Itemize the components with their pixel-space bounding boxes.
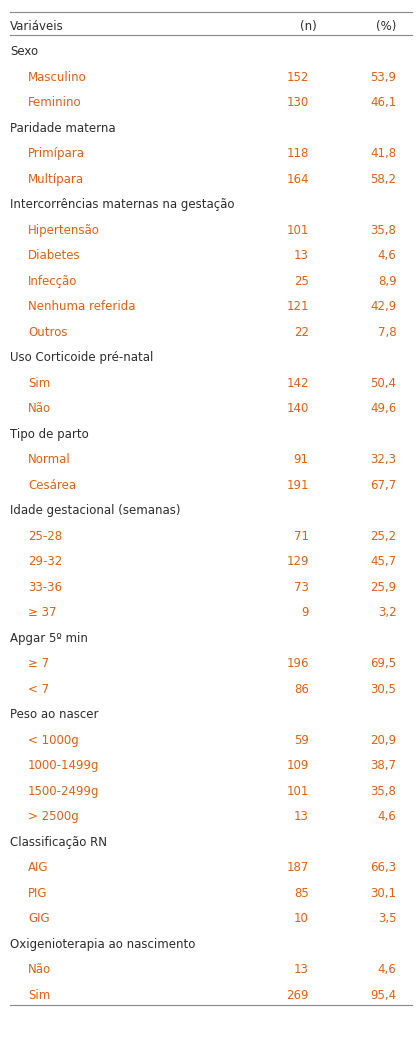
Text: 7,8: 7,8 <box>378 326 396 339</box>
Text: 10: 10 <box>294 913 309 925</box>
Text: 95,4: 95,4 <box>370 989 396 1001</box>
Text: Classificação RN: Classificação RN <box>10 836 107 849</box>
Text: 35,8: 35,8 <box>370 224 396 237</box>
Text: 9: 9 <box>301 606 309 619</box>
Text: 86: 86 <box>294 683 309 696</box>
Text: 142: 142 <box>286 377 309 390</box>
Text: 59: 59 <box>294 734 309 747</box>
Text: 1500-2499g: 1500-2499g <box>28 785 100 798</box>
Text: Uso Corticoide pré-natal: Uso Corticoide pré-natal <box>10 351 153 365</box>
Text: 29-32: 29-32 <box>28 555 62 568</box>
Text: ≥ 37: ≥ 37 <box>28 606 57 619</box>
Text: 85: 85 <box>294 887 309 900</box>
Text: 53,9: 53,9 <box>370 71 396 83</box>
Text: 152: 152 <box>286 71 309 83</box>
Text: Masculino: Masculino <box>28 71 87 83</box>
Text: Intercorrências maternas na gestação: Intercorrências maternas na gestação <box>10 198 234 212</box>
Text: Outros: Outros <box>28 326 68 339</box>
Text: 101: 101 <box>286 785 309 798</box>
Text: 42,9: 42,9 <box>370 300 396 314</box>
Text: 4,6: 4,6 <box>378 964 396 976</box>
Text: 129: 129 <box>286 555 309 568</box>
Text: 46,1: 46,1 <box>370 96 396 109</box>
Text: Diabetes: Diabetes <box>28 249 81 263</box>
Text: Multípara: Multípara <box>28 173 84 185</box>
Text: 49,6: 49,6 <box>370 402 396 416</box>
Text: < 7: < 7 <box>28 683 49 696</box>
Text: 38,7: 38,7 <box>370 760 396 772</box>
Text: 30,5: 30,5 <box>370 683 396 696</box>
Text: 3,5: 3,5 <box>378 913 396 925</box>
Text: 187: 187 <box>286 862 309 874</box>
Text: 101: 101 <box>286 224 309 237</box>
Text: 25: 25 <box>294 275 309 288</box>
Text: 32,3: 32,3 <box>370 453 396 467</box>
Text: 164: 164 <box>286 173 309 185</box>
Text: ≥ 7: ≥ 7 <box>28 658 49 670</box>
Text: Idade gestacional (semanas): Idade gestacional (semanas) <box>10 504 181 518</box>
Text: 50,4: 50,4 <box>370 377 396 390</box>
Text: Não: Não <box>28 964 51 976</box>
Text: 3,2: 3,2 <box>378 606 396 619</box>
Text: 4,6: 4,6 <box>378 811 396 823</box>
Text: Variáveis: Variáveis <box>10 20 64 33</box>
Text: 69,5: 69,5 <box>370 658 396 670</box>
Text: 13: 13 <box>294 964 309 976</box>
Text: 58,2: 58,2 <box>370 173 396 185</box>
Text: 109: 109 <box>286 760 309 772</box>
Text: (%): (%) <box>376 20 396 33</box>
Text: 4,6: 4,6 <box>378 249 396 263</box>
Text: 91: 91 <box>294 453 309 467</box>
Text: 8,9: 8,9 <box>378 275 396 288</box>
Text: Peso ao nascer: Peso ao nascer <box>10 709 99 721</box>
Text: 25,9: 25,9 <box>370 580 396 594</box>
Text: Apgar 5º min: Apgar 5º min <box>10 631 88 645</box>
Text: 1000-1499g: 1000-1499g <box>28 760 100 772</box>
Text: 20,9: 20,9 <box>370 734 396 747</box>
Text: 130: 130 <box>286 96 309 109</box>
Text: Feminino: Feminino <box>28 96 81 109</box>
Text: 140: 140 <box>286 402 309 416</box>
Text: 269: 269 <box>286 989 309 1001</box>
Text: Sim: Sim <box>28 989 50 1001</box>
Text: 73: 73 <box>294 580 309 594</box>
Text: 45,7: 45,7 <box>370 555 396 568</box>
Text: 25-28: 25-28 <box>28 530 62 543</box>
Text: (n): (n) <box>300 20 317 33</box>
Text: 30,1: 30,1 <box>370 887 396 900</box>
Text: 41,8: 41,8 <box>370 147 396 160</box>
Text: 25,2: 25,2 <box>370 530 396 543</box>
Text: 121: 121 <box>286 300 309 314</box>
Text: 196: 196 <box>286 658 309 670</box>
Text: 191: 191 <box>286 479 309 492</box>
Text: Nenhuma referida: Nenhuma referida <box>28 300 136 314</box>
Text: 22: 22 <box>294 326 309 339</box>
Text: AIG: AIG <box>28 862 48 874</box>
Text: Paridade materna: Paridade materna <box>10 122 116 134</box>
Text: 35,8: 35,8 <box>370 785 396 798</box>
Text: Não: Não <box>28 402 51 416</box>
Text: Cesárea: Cesárea <box>28 479 76 492</box>
Text: 71: 71 <box>294 530 309 543</box>
Text: GIG: GIG <box>28 913 50 925</box>
Text: 33-36: 33-36 <box>28 580 62 594</box>
Text: > 2500g: > 2500g <box>28 811 79 823</box>
Text: Sexo: Sexo <box>10 46 38 58</box>
Text: 13: 13 <box>294 249 309 263</box>
Text: 66,3: 66,3 <box>370 862 396 874</box>
Text: 67,7: 67,7 <box>370 479 396 492</box>
Text: Oxigenioterapia ao nascimento: Oxigenioterapia ao nascimento <box>10 938 195 951</box>
Text: PIG: PIG <box>28 887 47 900</box>
Text: Primípara: Primípara <box>28 147 85 160</box>
Text: 13: 13 <box>294 811 309 823</box>
Text: Hipertensão: Hipertensão <box>28 224 100 237</box>
Text: 118: 118 <box>286 147 309 160</box>
Text: Infecção: Infecção <box>28 275 77 288</box>
Text: Sim: Sim <box>28 377 50 390</box>
Text: Tipo de parto: Tipo de parto <box>10 428 89 441</box>
Text: < 1000g: < 1000g <box>28 734 79 747</box>
Text: Normal: Normal <box>28 453 71 467</box>
